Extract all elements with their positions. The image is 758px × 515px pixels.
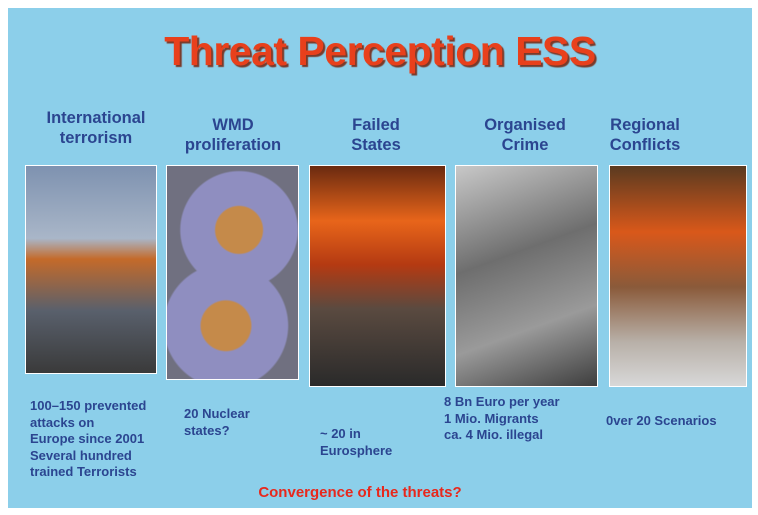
page: Threat Perception ESS Convergence of the…: [0, 0, 758, 515]
photo: [25, 165, 157, 374]
photo: [609, 165, 747, 387]
column-heading: Regional: [555, 115, 735, 135]
column-description: 0ver 20 Scenarios: [606, 413, 717, 430]
column-description: Europe since 2001: [30, 431, 144, 448]
slide: Threat Perception ESS Convergence of the…: [8, 8, 752, 508]
column-description: 8 Bn Euro per year: [444, 394, 560, 411]
column-description: Eurosphere: [320, 443, 392, 460]
column-description: attacks on: [30, 415, 94, 432]
column-description: trained Terrorists: [30, 464, 137, 481]
column-description: 1 Mio. Migrants: [444, 411, 539, 428]
column-description: 100–150 prevented: [30, 398, 146, 415]
photo: [166, 165, 299, 380]
column-description: states?: [184, 423, 230, 440]
slide-title: Threat Perception ESS: [8, 28, 752, 75]
column-description: ~ 20 in: [320, 426, 361, 443]
column-heading: Conflicts: [555, 135, 735, 155]
photo: [455, 165, 598, 387]
footer: Convergence of the threats?: [8, 484, 712, 501]
column-description: ca. 4 Mio. illegal: [444, 427, 543, 444]
column-description: Several hundred: [30, 448, 132, 465]
photo: [309, 165, 446, 387]
column-description: 20 Nuclear: [184, 406, 250, 423]
